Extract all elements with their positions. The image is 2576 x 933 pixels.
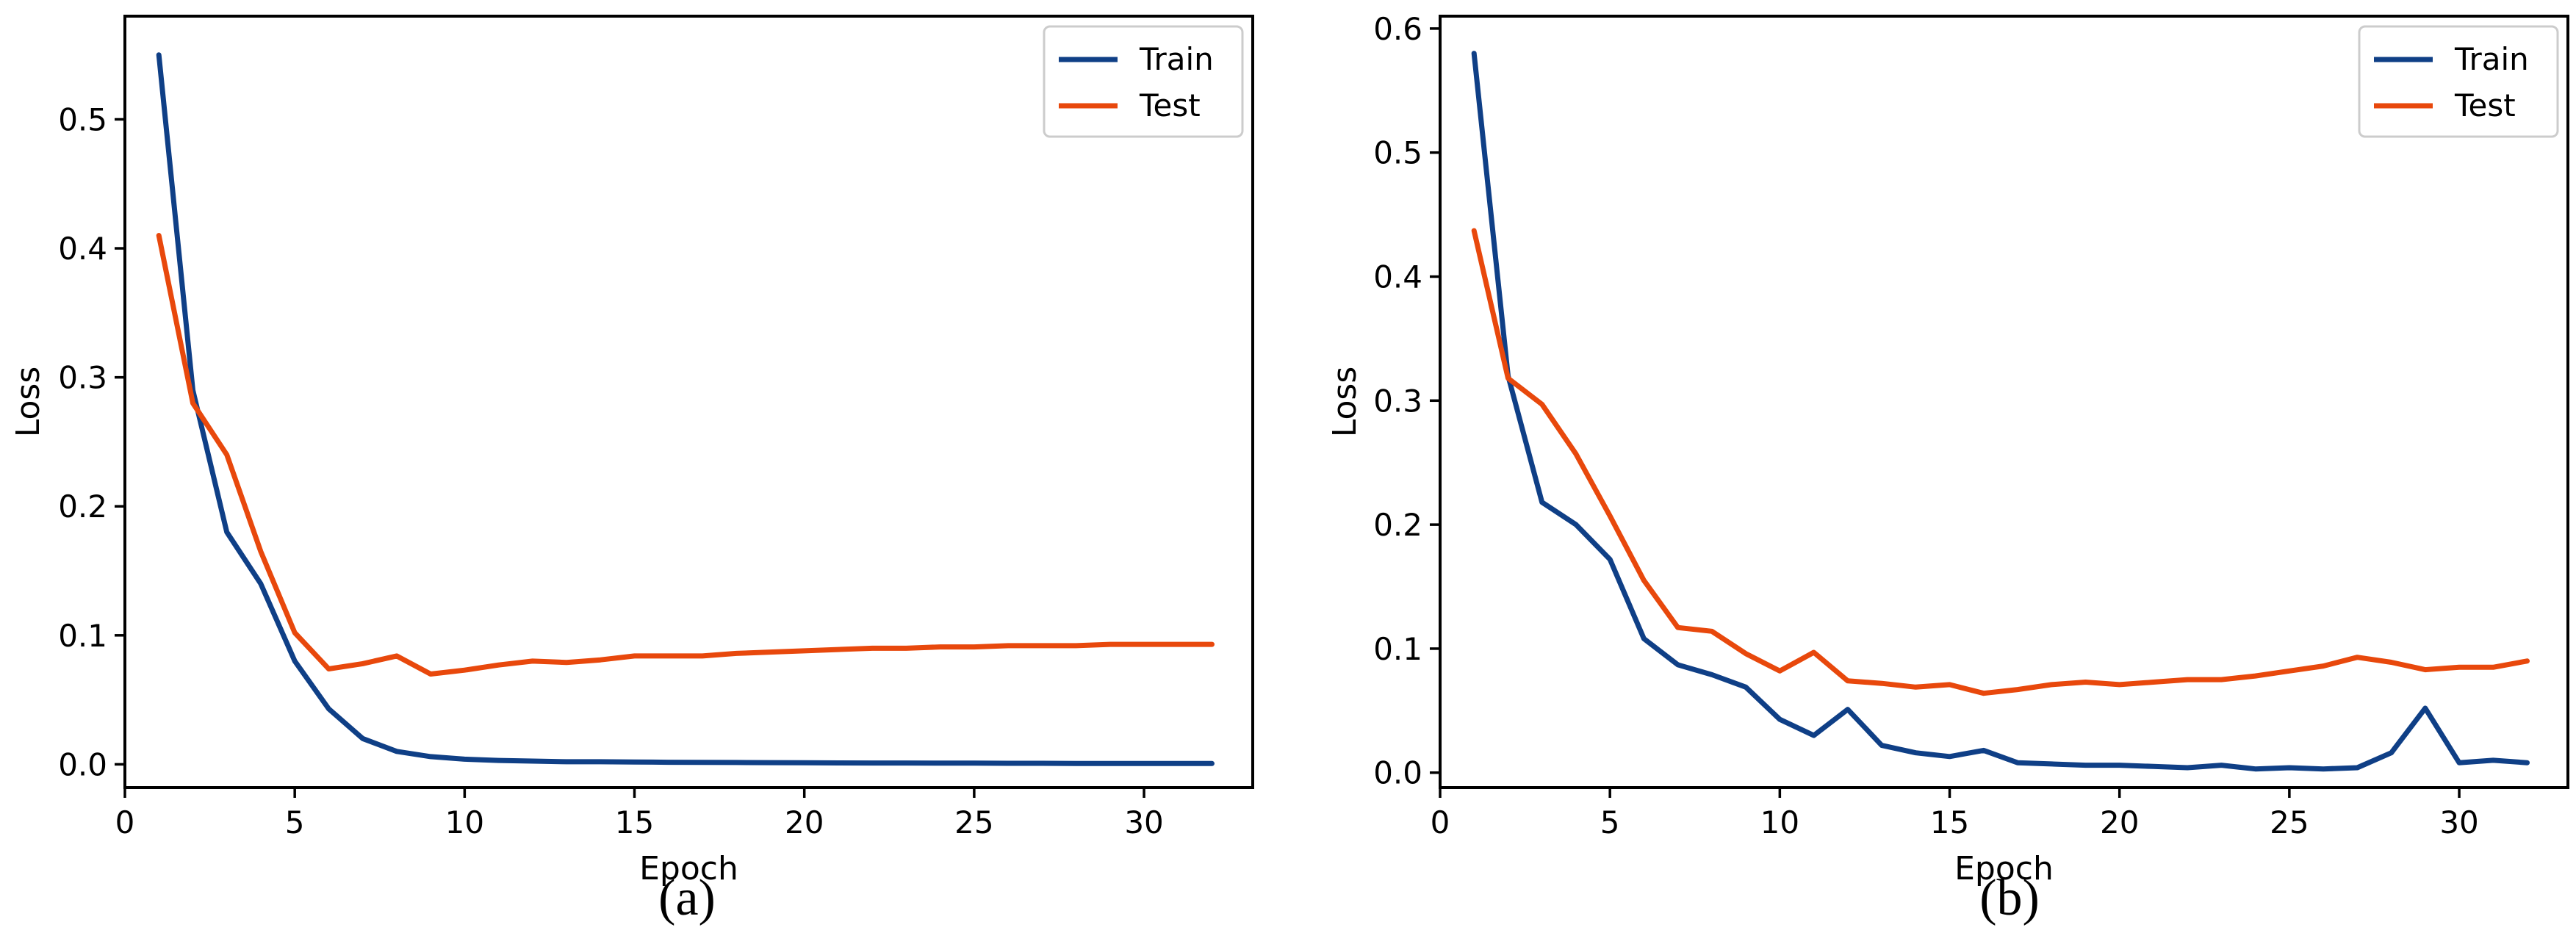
x-tick-label: 0	[115, 804, 135, 840]
x-tick-label: 15	[1930, 804, 1969, 840]
y-tick-label: 0.2	[1373, 507, 1422, 543]
series-line-train	[1471, 51, 2530, 772]
legend: Train Test	[2358, 25, 2559, 138]
legend-label-train: Train	[1139, 41, 1214, 77]
x-tick-label: 20	[785, 804, 824, 840]
x-tick-label: 0	[1431, 804, 1450, 840]
y-tick-label: 0.4	[1373, 259, 1422, 295]
y-tick-label: 0.5	[58, 101, 107, 137]
legend: Train Test	[1043, 25, 1244, 138]
y-tick-label: 0.2	[58, 489, 107, 525]
series-line-test	[1471, 228, 2530, 696]
y-axis-label: Loss	[10, 367, 47, 438]
x-tick-label: 25	[954, 804, 993, 840]
axes-frame	[123, 15, 1254, 789]
series-line-test	[156, 233, 1215, 677]
legend-box	[1043, 25, 1244, 138]
x-tick-label: 30	[1124, 804, 1163, 840]
series-line-train	[156, 52, 1215, 766]
y-tick-label: 0.3	[1373, 383, 1422, 419]
x-tick-label: 10	[1760, 804, 1799, 840]
chart-panel-b: 0 5 10 15 20 25 30 0.0 0.1 0.2 0.3 0.4 0.5 0.6 Epoch Lo…	[1326, 11, 2569, 926]
y-tick-label: 0.0	[1373, 755, 1422, 791]
legend-label-test: Test	[2454, 87, 2516, 123]
panel-caption: (b)	[1979, 870, 2040, 926]
legend-label-test: Test	[1139, 87, 1201, 123]
x-tick-label: 10	[445, 804, 484, 840]
legend-box	[2358, 25, 2559, 138]
x-axis-label: Epoch	[1954, 850, 2054, 887]
panel-caption: (a)	[658, 870, 716, 926]
legend-label-train: Train	[2454, 41, 2529, 77]
y-tick-label: 0.1	[1373, 631, 1422, 667]
x-tick-label: 25	[2270, 804, 2309, 840]
x-tick-label: 20	[2100, 804, 2139, 840]
y-tick-label: 0.4	[58, 231, 107, 267]
y-tick-label: 0.0	[58, 746, 107, 782]
chart-panel-a: 0 5 10 15 20 25 30 0.0 0.1 0.2 0.3 0.4 0.5 Epoch Loss T…	[10, 15, 1254, 926]
y-tick-label: 0.1	[58, 618, 107, 654]
x-tick-label: 15	[615, 804, 654, 840]
y-tick-label: 0.3	[58, 360, 107, 396]
x-tick-label: 30	[2439, 804, 2478, 840]
x-axis-label: Epoch	[639, 850, 738, 887]
y-tick-label: 0.5	[1373, 135, 1422, 171]
y-axis-label: Loss	[1326, 367, 1364, 438]
x-tick-label: 5	[285, 804, 305, 840]
y-tick-label: 0.6	[1373, 11, 1422, 47]
x-tick-label: 5	[1600, 804, 1620, 840]
